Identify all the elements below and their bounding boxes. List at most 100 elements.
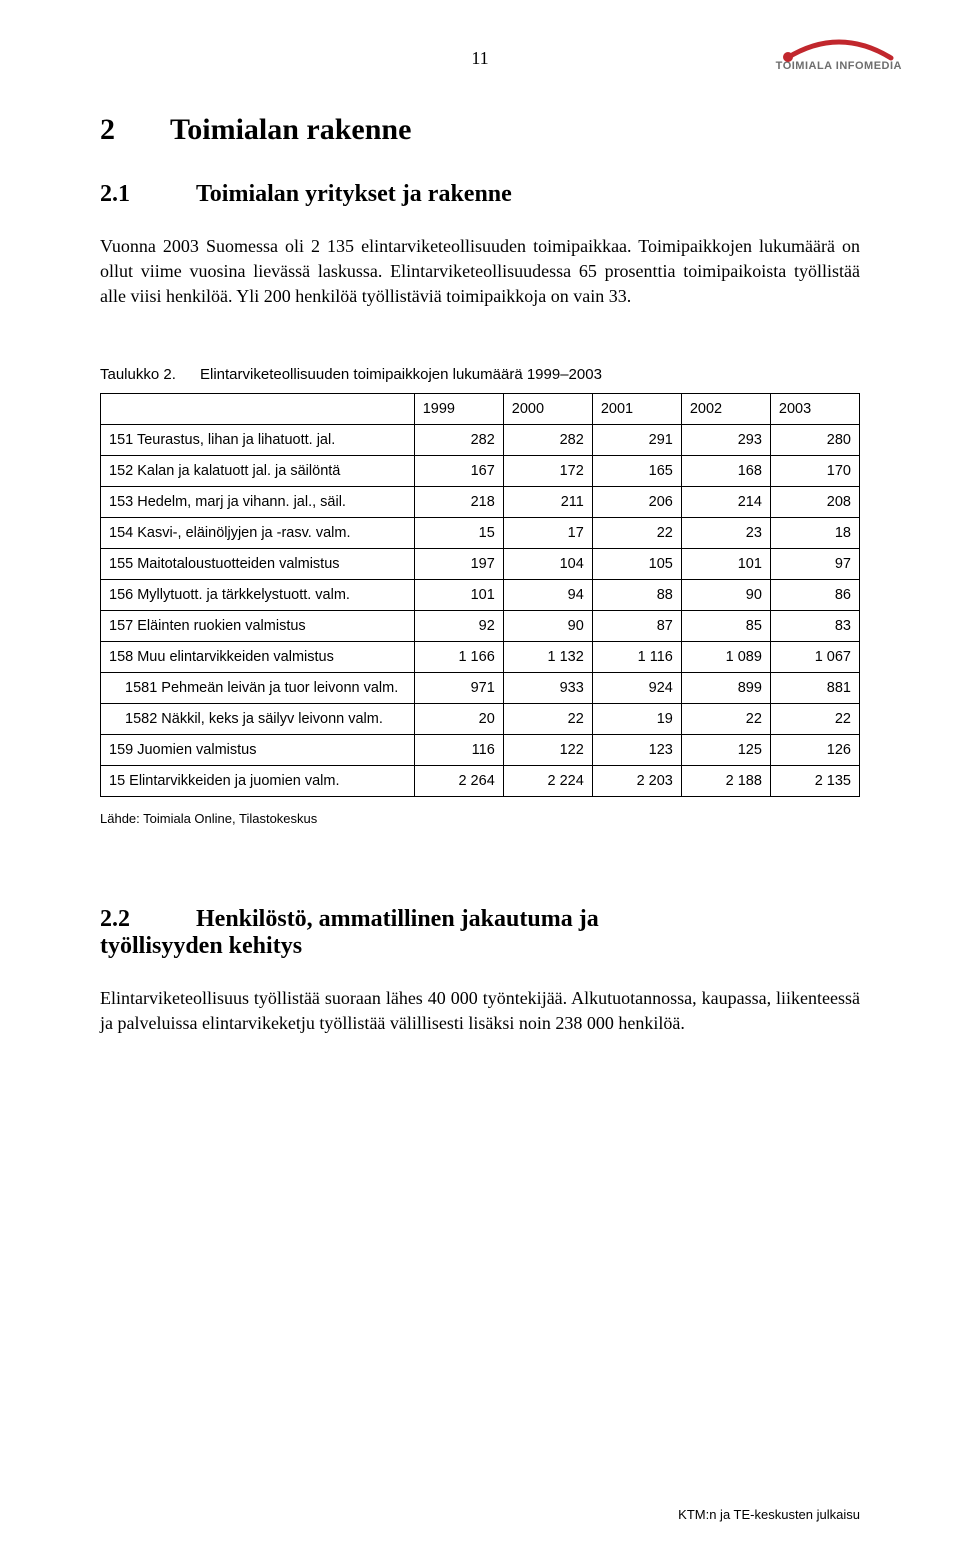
table-cell: 83 [770,611,859,642]
section-2-heading: 2Toimialan rakenne [100,113,860,147]
table-row: 15 Elintarvikkeiden ja juomien valm.2 26… [101,766,860,797]
table-row: 151 Teurastus, lihan ja lihatuott. jal.2… [101,425,860,456]
table-cell: 924 [592,673,681,704]
table-cell: 88 [592,580,681,611]
table-cell: 123 [592,735,681,766]
table-cell: 291 [592,425,681,456]
table-cell: 22 [592,518,681,549]
table-cell: 92 [414,611,503,642]
table-cell: 101 [414,580,503,611]
table-header-year: 2003 [770,394,859,425]
table-cell: 168 [681,456,770,487]
table-row: 153 Hedelm, marj ja vihann. jal., säil.2… [101,487,860,518]
table-cell: 170 [770,456,859,487]
table-cell: 90 [503,611,592,642]
table-header-year: 2001 [592,394,681,425]
table-row-label: 156 Myllytuott. ja tärkkelystuott. valm. [101,580,415,611]
table-2-source: Lähde: Toimiala Online, Tilastokeskus [100,811,860,826]
table-row-label: 15 Elintarvikkeiden ja juomien valm. [101,766,415,797]
table-cell: 208 [770,487,859,518]
table-cell: 15 [414,518,503,549]
page: TOIMIALA INFOMEDIA 11 2Toimialan rakenne… [0,0,960,1562]
table-row-label: 155 Maitotaloustuotteiden valmistus [101,549,415,580]
table-cell: 2 203 [592,766,681,797]
table-2-caption-label: Taulukko 2. [100,366,200,383]
section-2-1-body: Vuonna 2003 Suomessa oli 2 135 elintarvi… [100,234,860,308]
table-row-label: 159 Juomien valmistus [101,735,415,766]
table-header-year: 1999 [414,394,503,425]
section-2-2-title-line2: työllisyyden kehitys [100,933,302,959]
table-cell: 293 [681,425,770,456]
section-2-2-title-line1: Henkilöstö, ammatillinen jakautuma ja [196,906,599,932]
section-2-1-heading: 2.1Toimialan yritykset ja rakenne [100,181,860,208]
table-cell: 881 [770,673,859,704]
table-row: 156 Myllytuott. ja tärkkelystuott. valm.… [101,580,860,611]
table-cell: 85 [681,611,770,642]
section-2-title: Toimialan rakenne [170,113,411,146]
section-2-1-number: 2.1 [100,181,196,208]
table-2-caption-text: Elintarviketeollisuuden toimipaikkojen l… [200,366,602,383]
table-cell: 282 [414,425,503,456]
table-2: 1999 2000 2001 2002 2003 151 Teurastus, … [100,393,860,797]
table-cell: 105 [592,549,681,580]
table-2-caption: Taulukko 2.Elintarviketeollisuuden toimi… [100,366,860,383]
table-cell: 86 [770,580,859,611]
brand-logo: TOIMIALA INFOMEDIA [776,34,902,72]
table-cell: 165 [592,456,681,487]
page-footer: KTM:n ja TE-keskusten julkaisu [678,1507,860,1522]
table-cell: 206 [592,487,681,518]
table-row-label: 157 Eläinten ruokien valmistus [101,611,415,642]
table-row: 154 Kasvi-, eläinöljyjen ja -rasv. valm.… [101,518,860,549]
table-row: 1581 Pehmeän leivän ja tuor leivonn valm… [101,673,860,704]
table-row-label: 158 Muu elintarvikkeiden valmistus [101,642,415,673]
section-2-1-title: Toimialan yritykset ja rakenne [196,181,512,207]
page-number: 11 [100,48,860,69]
section-2-number: 2 [100,113,170,147]
section-2-2-number: 2.2 [100,906,196,933]
section-2-2-body: Elintarviketeollisuus työllistää suoraan… [100,986,860,1036]
table-cell: 2 264 [414,766,503,797]
table-cell: 933 [503,673,592,704]
table-cell: 87 [592,611,681,642]
table-row-label: 151 Teurastus, lihan ja lihatuott. jal. [101,425,415,456]
table-cell: 172 [503,456,592,487]
table-cell: 1 166 [414,642,503,673]
table-cell: 1 132 [503,642,592,673]
table-cell: 167 [414,456,503,487]
table-cell: 18 [770,518,859,549]
table-cell: 104 [503,549,592,580]
table-cell: 22 [681,704,770,735]
table-cell: 23 [681,518,770,549]
table-row: 157 Eläinten ruokien valmistus9290878583 [101,611,860,642]
table-cell: 2 224 [503,766,592,797]
table-cell: 2 188 [681,766,770,797]
table-cell: 17 [503,518,592,549]
table-cell: 899 [681,673,770,704]
table-cell: 280 [770,425,859,456]
table-cell: 90 [681,580,770,611]
table-cell: 1 067 [770,642,859,673]
table-cell: 22 [503,704,592,735]
table-header-year: 2000 [503,394,592,425]
table-cell: 211 [503,487,592,518]
table-cell: 218 [414,487,503,518]
table-row: 155 Maitotaloustuotteiden valmistus19710… [101,549,860,580]
table-header-row: 1999 2000 2001 2002 2003 [101,394,860,425]
table-cell: 94 [503,580,592,611]
table-row-label: 1581 Pehmeän leivän ja tuor leivonn valm… [101,673,415,704]
table-cell: 1 089 [681,642,770,673]
table-cell: 2 135 [770,766,859,797]
table-cell: 116 [414,735,503,766]
table-cell: 22 [770,704,859,735]
table-cell: 971 [414,673,503,704]
table-row: 1582 Näkkil, keks ja säilyv leivonn valm… [101,704,860,735]
table-cell: 20 [414,704,503,735]
table-header-blank [101,394,415,425]
table-cell: 126 [770,735,859,766]
section-2-2-heading: 2.2Henkilöstö, ammatillinen jakautuma ja… [100,906,860,960]
table-cell: 197 [414,549,503,580]
table-row-label: 154 Kasvi-, eläinöljyjen ja -rasv. valm. [101,518,415,549]
table-cell: 214 [681,487,770,518]
table-cell: 101 [681,549,770,580]
table-row: 159 Juomien valmistus116122123125126 [101,735,860,766]
